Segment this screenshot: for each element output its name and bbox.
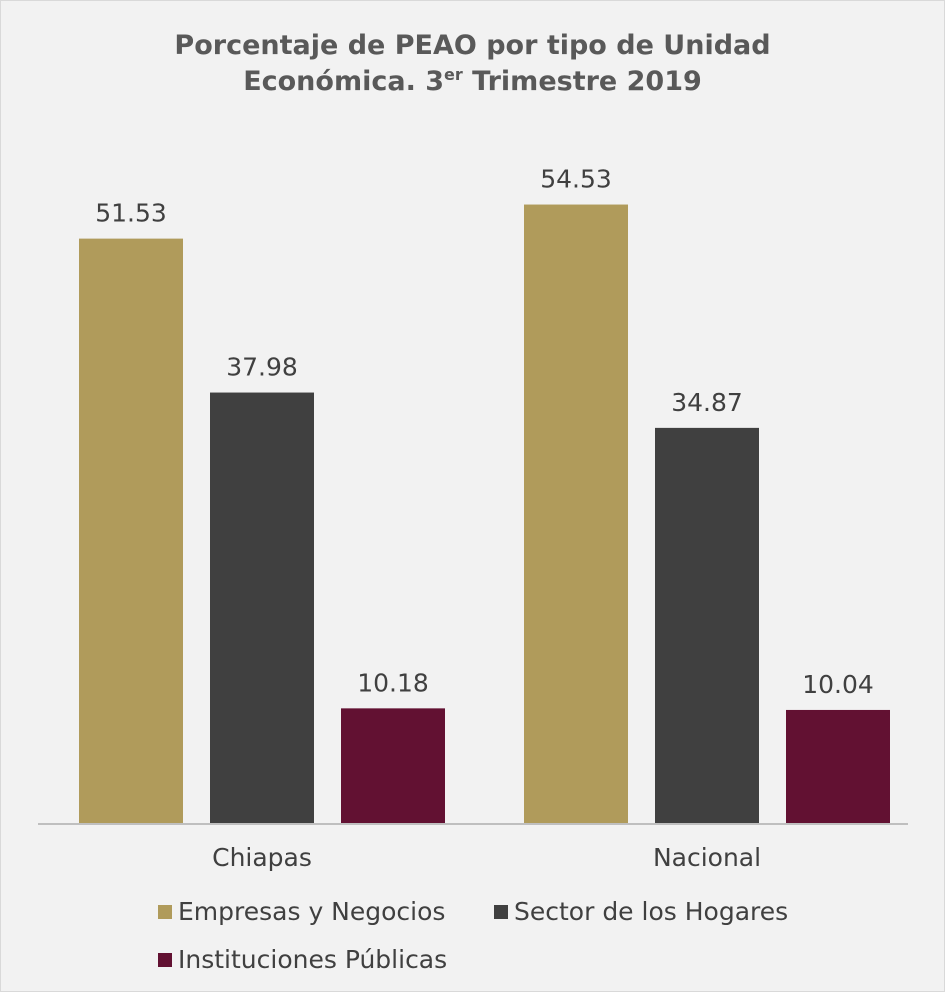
bar-nacional-hogares <box>655 427 759 824</box>
data-label-chiapas-instituciones: 10.18 <box>357 668 429 697</box>
bar-nacional-instituciones <box>786 709 890 824</box>
data-labels-group: 51.53 37.98 10.18 54.53 34.87 10.04 <box>95 165 874 699</box>
bar-chiapas-instituciones <box>341 708 445 824</box>
chart-title-line-2: Económica. 3er Trimestre 2019 <box>0 64 945 100</box>
legend-item-instituciones: Instituciones Públicas <box>158 945 447 974</box>
legend-swatch-empresas <box>158 904 172 919</box>
x-tick-label-chiapas: Chiapas <box>212 843 312 872</box>
chart-title: Porcentaje de PEAO por tipo de Unidad Ec… <box>0 28 945 100</box>
data-label-nacional-empresas: 54.53 <box>540 165 612 194</box>
x-tick-labels-group: Chiapas Nacional <box>212 843 761 872</box>
bars-group <box>79 204 890 825</box>
legend-swatch-instituciones <box>158 952 172 967</box>
chart-title-line-1: Porcentaje de PEAO por tipo de Unidad <box>174 30 771 61</box>
bar-chiapas-hogares <box>210 392 314 824</box>
legend-item-empresas: Empresas y Negocios <box>158 897 445 926</box>
chart-title-line-2-main: Económica. 3 <box>243 66 445 97</box>
chart-title-line-2-end: Trimestre 2019 <box>462 66 702 97</box>
data-label-nacional-hogares: 34.87 <box>671 388 743 417</box>
data-label-nacional-instituciones: 10.04 <box>802 670 874 699</box>
legend-label-empresas: Empresas y Negocios <box>178 897 446 926</box>
legend-item-hogares: Sector de los Hogares <box>494 897 788 926</box>
legend-label-instituciones: Instituciones Públicas <box>178 945 448 974</box>
legend-label-hogares: Sector de los Hogares <box>514 897 789 926</box>
data-label-chiapas-empresas: 51.53 <box>95 199 167 228</box>
chart-title-superscript: er <box>444 65 463 84</box>
legend-swatch-hogares <box>494 904 508 919</box>
x-tick-label-nacional: Nacional <box>653 843 761 872</box>
data-label-chiapas-hogares: 37.98 <box>226 353 298 382</box>
bar-nacional-empresas <box>524 204 628 825</box>
bar-chiapas-empresas <box>79 238 183 824</box>
